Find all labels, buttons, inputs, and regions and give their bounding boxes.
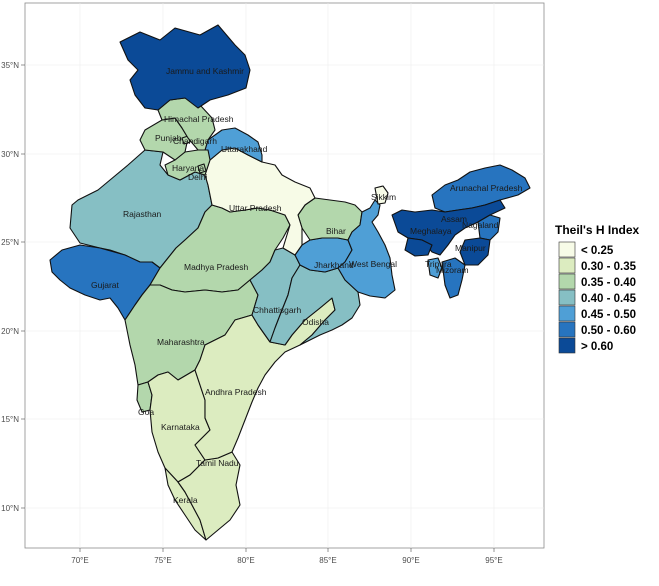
label-kerala: Kerala [173, 495, 198, 505]
label-delhi: Delhi [188, 172, 207, 182]
state-haryana[interactable] [164, 149, 211, 181]
label-haryana: Haryana [172, 163, 204, 173]
x-tick-label: 85°E [319, 556, 336, 565]
x-tick-label: 80°E [237, 556, 254, 565]
legend-key-swatch [558, 289, 576, 306]
legend-key-label: 0.45 - 0.50 [581, 309, 636, 321]
label-madhya-pradesh: Madhya Pradesh [184, 262, 249, 272]
axis-ticks: 70°E 75°E 80°E 85°E 90°E 95°E 35°N 30°N 25°N 20°N… [1, 61, 503, 565]
label-gujarat: Gujarat [91, 280, 120, 290]
legend-key-label: 0.30 - 0.35 [581, 261, 637, 273]
y-tick-label: 15°N [1, 415, 19, 424]
label-maharashtra: Maharashtra [157, 337, 205, 347]
state-manipur[interactable] [459, 237, 491, 266]
x-tick-label: 75°E [154, 556, 171, 565]
label-chhattisgarh: Chhattisgarh [253, 305, 301, 315]
y-tick-label: 35°N [1, 61, 19, 70]
state-jammu-and-kashmir[interactable] [119, 24, 251, 111]
state-west-bengal[interactable] [337, 199, 396, 299]
label-mizoram: Mizoram [436, 265, 469, 275]
x-tick-label: 90°E [402, 556, 419, 565]
state-meghalaya[interactable] [404, 237, 433, 257]
y-tick-label: 10°N [1, 504, 19, 513]
state-tripura[interactable] [427, 257, 443, 279]
legend-key-swatch [558, 337, 576, 354]
label-uttar-pradesh: Uttar Pradesh [229, 203, 282, 213]
legend-key-label: > 0.60 [581, 341, 613, 353]
label-nagaland: Nagaland [462, 220, 499, 230]
legend-key-label: 0.35 - 0.40 [581, 277, 636, 289]
x-tick-label: 95°E [485, 556, 502, 565]
label-assam: Assam [441, 214, 467, 224]
label-tripura: Tripura [425, 259, 452, 269]
label-jharkhand: Jharkhand [314, 260, 354, 270]
label-jammu-and-kashmir: Jammu and Kashmir [166, 66, 244, 76]
label-punjab: Punjab [155, 133, 182, 143]
y-tick-label: 30°N [1, 150, 19, 159]
legend-key-swatch [558, 321, 576, 338]
legend-title: Theil's H Index [555, 223, 640, 237]
label-andhra-pradesh: Andhra Pradesh [205, 387, 267, 397]
label-meghalaya: Meghalaya [410, 226, 452, 236]
legend-key-label: < 0.25 [581, 245, 614, 257]
label-manipur: Manipur [455, 243, 486, 253]
legend-key-label: 0.40 - 0.45 [581, 293, 637, 305]
label-tamil-nadu: Tamil Nadu [196, 458, 239, 468]
x-tick-label: 70°E [71, 556, 88, 565]
label-uttarakhand: Uttarakhand [221, 144, 268, 154]
legend-key-swatch [558, 273, 576, 290]
label-rajasthan: Rajasthan [123, 209, 162, 219]
label-odisha: Odisha [302, 317, 329, 327]
label-himachal-pradesh: Himachal Pradesh [164, 114, 234, 124]
label-sikkim: Sikkim [371, 192, 396, 202]
label-chandigarh: Chandigarh [173, 136, 217, 146]
states-layer [49, 24, 531, 541]
y-tick-label: 25°N [1, 238, 19, 247]
y-tick-label: 20°N [1, 327, 19, 336]
legend: Theil's H Index < 0.25 0.30 - 0.35 0.35 - … [555, 223, 640, 354]
legend-key-swatch [558, 257, 576, 274]
state-sikkim[interactable] [374, 185, 389, 205]
state-mizoram[interactable] [441, 257, 466, 299]
label-bihar: Bihar [326, 226, 346, 236]
label-karnataka: Karnataka [161, 422, 200, 432]
legend-key-label: 0.50 - 0.60 [581, 325, 636, 337]
legend-key-swatch [558, 305, 576, 322]
label-goa: Goa [138, 407, 154, 417]
state-labels: Jammu and Kashmir Himachal Pradesh Punja… [91, 66, 523, 505]
label-west-bengal: West Bengal [349, 259, 397, 269]
label-arunachal-pradesh: Arunachal Pradesh [450, 183, 523, 193]
state-delhi[interactable] [197, 163, 207, 174]
legend-key-swatch [558, 241, 576, 258]
